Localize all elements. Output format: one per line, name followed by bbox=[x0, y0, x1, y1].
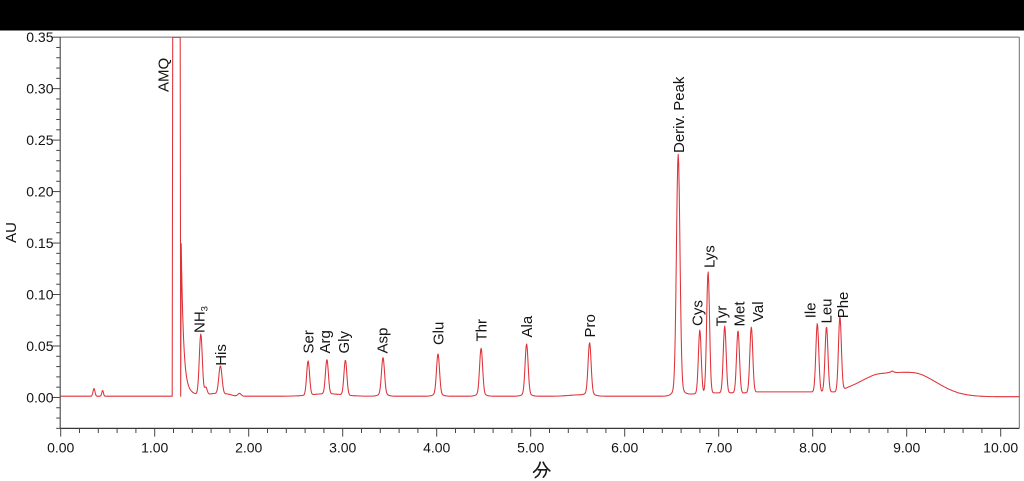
svg-text:Deriv. Peak: Deriv. Peak bbox=[671, 76, 688, 153]
svg-text:Arg: Arg bbox=[317, 330, 334, 353]
svg-text:Met: Met bbox=[731, 301, 748, 327]
svg-text:0.30: 0.30 bbox=[26, 81, 53, 97]
svg-text:3.00: 3.00 bbox=[329, 440, 356, 456]
svg-text:10.00: 10.00 bbox=[983, 440, 1018, 456]
svg-text:Ile: Ile bbox=[802, 302, 819, 318]
svg-text:Pro: Pro bbox=[582, 314, 599, 337]
svg-text:4.00: 4.00 bbox=[423, 440, 450, 456]
svg-text:Ser: Ser bbox=[300, 330, 317, 353]
svg-text:Gly: Gly bbox=[336, 331, 353, 354]
svg-text:Cys: Cys bbox=[689, 300, 706, 326]
svg-text:AU: AU bbox=[3, 222, 20, 243]
svg-text:0.20: 0.20 bbox=[26, 184, 53, 200]
svg-text:0.00: 0.00 bbox=[47, 440, 74, 456]
svg-text:7.00: 7.00 bbox=[705, 440, 732, 456]
svg-text:Leu: Leu bbox=[819, 298, 836, 323]
svg-text:5.00: 5.00 bbox=[517, 440, 544, 456]
svg-text:6.00: 6.00 bbox=[611, 440, 638, 456]
svg-text:AMQ: AMQ bbox=[155, 58, 172, 92]
svg-text:2.00: 2.00 bbox=[235, 440, 262, 456]
svg-text:1.00: 1.00 bbox=[141, 440, 168, 456]
svg-text:0.05: 0.05 bbox=[26, 338, 53, 354]
svg-text:9.00: 9.00 bbox=[893, 440, 920, 456]
svg-text:Ala: Ala bbox=[519, 315, 536, 337]
svg-text:Thr: Thr bbox=[473, 319, 490, 342]
svg-text:His: His bbox=[213, 344, 230, 366]
svg-text:Tyr: Tyr bbox=[713, 306, 730, 327]
svg-text:0.00: 0.00 bbox=[26, 389, 53, 405]
svg-text:Glu: Glu bbox=[430, 322, 447, 345]
svg-text:0.25: 0.25 bbox=[26, 132, 53, 148]
svg-text:Asp: Asp bbox=[374, 328, 391, 354]
svg-text:0.15: 0.15 bbox=[26, 235, 53, 251]
svg-text:0.10: 0.10 bbox=[26, 287, 53, 303]
svg-text:Phe: Phe bbox=[835, 292, 852, 319]
svg-text:0.35: 0.35 bbox=[26, 29, 53, 45]
svg-text:Val: Val bbox=[750, 301, 767, 322]
svg-text:NH3: NH3 bbox=[191, 306, 210, 333]
svg-text:8.00: 8.00 bbox=[799, 440, 826, 456]
svg-text:Lys: Lys bbox=[701, 245, 718, 268]
